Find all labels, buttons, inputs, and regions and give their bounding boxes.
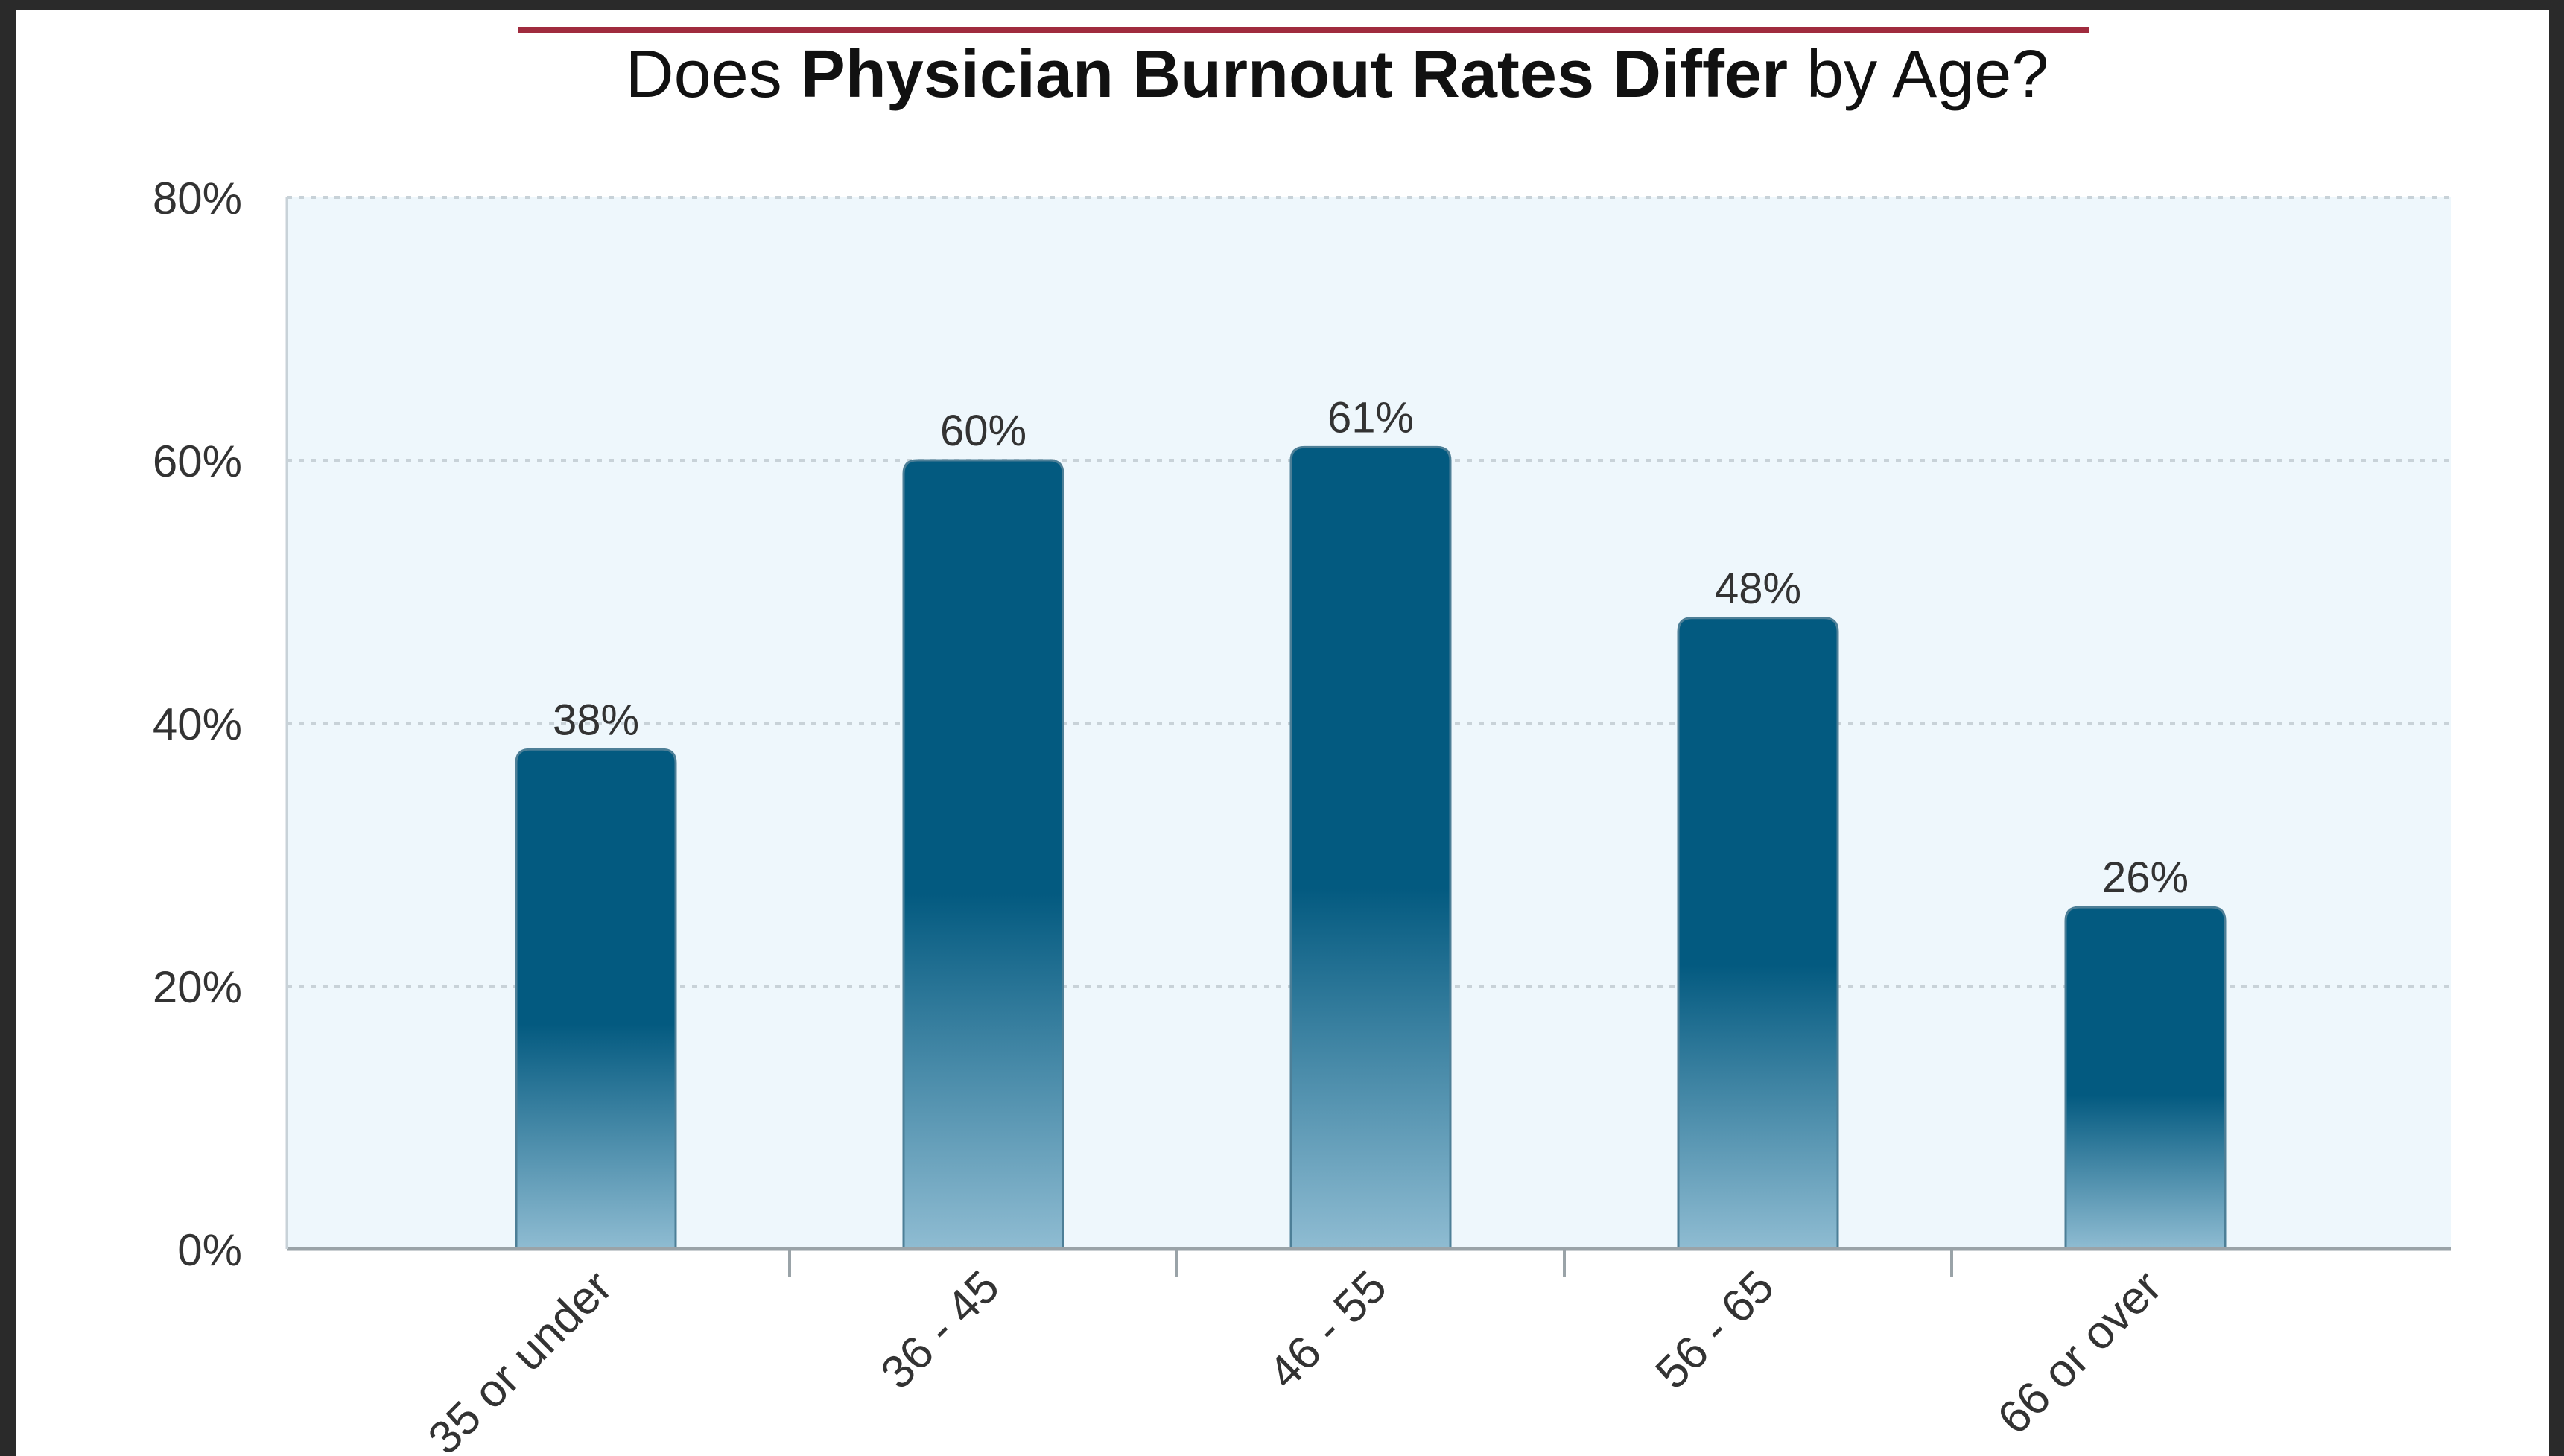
x-tick-label: 35 or under bbox=[419, 1261, 622, 1456]
chart-title: Does Physician Burnout Rates Differ by A… bbox=[626, 37, 2049, 112]
title-part-3: by Age? bbox=[1806, 37, 2049, 112]
x-tick-label: 56 - 65 bbox=[1646, 1261, 1784, 1399]
x-tick-label: 66 or over bbox=[1988, 1261, 2171, 1444]
bar-value-label: 60% bbox=[940, 407, 1026, 455]
bar-value-label: 48% bbox=[1715, 565, 1801, 613]
bar bbox=[515, 748, 677, 1250]
x-axis-ticks: 35 or under 36 - 45 46 - 55 56 - 65 66 or ov… bbox=[419, 1249, 2171, 1456]
bars bbox=[515, 445, 2227, 1250]
y-tick-label: 80% bbox=[153, 174, 242, 223]
y-tick-label: 60% bbox=[153, 436, 242, 486]
y-tick-label: 20% bbox=[153, 962, 242, 1012]
bar bbox=[2064, 906, 2227, 1250]
bar bbox=[1677, 617, 1839, 1250]
bar-value-label: 38% bbox=[553, 696, 639, 744]
x-tick-label: 46 - 55 bbox=[1259, 1261, 1397, 1399]
title-part-1: Does bbox=[626, 37, 782, 112]
y-axis-ticks: 0% 20% 40% 60% 80% bbox=[153, 174, 242, 1275]
y-tick-label: 40% bbox=[153, 699, 242, 749]
title-part-2: Physician Burnout Rates Differ bbox=[801, 37, 1788, 112]
bar-value-label: 61% bbox=[1327, 393, 1414, 442]
bar-value-label: 26% bbox=[2102, 853, 2189, 902]
bar bbox=[1289, 445, 1452, 1250]
value-labels: 38% 60% 61% 48% 26% bbox=[553, 393, 2189, 902]
bar bbox=[902, 459, 1064, 1250]
x-tick-label: 36 - 45 bbox=[872, 1261, 1009, 1399]
y-tick-label: 0% bbox=[177, 1225, 242, 1275]
